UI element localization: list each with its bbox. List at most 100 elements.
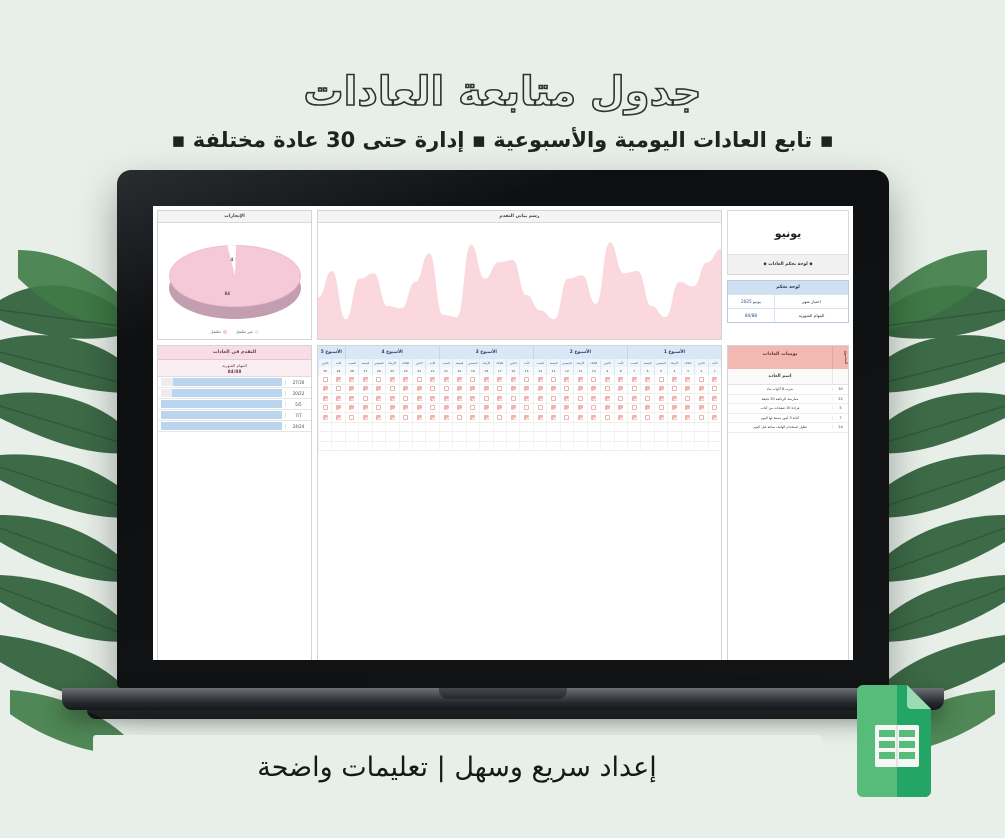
checkbox-empty-icon[interactable] [456, 414, 462, 420]
checkbox-empty-icon[interactable] [524, 405, 530, 411]
checkbox-checked-icon[interactable] [349, 405, 355, 411]
tracker-cell[interactable] [344, 375, 358, 384]
checkbox-checked-icon[interactable] [403, 405, 409, 411]
checkbox-checked-icon[interactable] [604, 376, 610, 382]
tracker-cell[interactable] [573, 384, 586, 393]
tracker-cell[interactable] [438, 403, 452, 412]
checkbox-empty-icon[interactable] [322, 376, 328, 382]
checkbox-empty-icon[interactable] [698, 376, 704, 382]
tracker-cell[interactable] [707, 384, 721, 393]
checkbox-checked-icon[interactable] [631, 414, 637, 420]
checkbox-empty-icon[interactable] [618, 395, 624, 401]
checkbox-checked-icon[interactable] [645, 405, 651, 411]
checkbox-checked-icon[interactable] [456, 376, 462, 382]
tracker-empty-cell[interactable] [398, 422, 412, 431]
tracker-empty-cell[interactable] [519, 441, 532, 450]
tracker-cell[interactable] [694, 413, 707, 422]
checkbox-checked-icon[interactable] [618, 376, 624, 382]
tracker-cell[interactable] [680, 384, 694, 393]
tracker-empty-cell[interactable] [317, 441, 331, 450]
control-value-month[interactable]: يونيو 2025 [741, 299, 761, 304]
tracker-cell[interactable] [613, 375, 627, 384]
checkbox-empty-icon[interactable] [604, 414, 610, 420]
tracker-cell[interactable] [492, 403, 506, 412]
checkbox-empty-icon[interactable] [685, 395, 691, 401]
checkbox-checked-icon[interactable] [362, 414, 368, 420]
tracker-empty-cell[interactable] [438, 432, 452, 441]
tracker-empty-cell[interactable] [653, 441, 667, 450]
checkbox-checked-icon[interactable] [618, 405, 624, 411]
tracker-empty-cell[interactable] [667, 432, 680, 441]
tracker-empty-cell[interactable] [559, 422, 573, 431]
checkbox-checked-icon[interactable] [497, 395, 503, 401]
checkbox-checked-icon[interactable] [698, 386, 704, 392]
tracker-cell[interactable] [506, 403, 519, 412]
checkbox-checked-icon[interactable] [537, 376, 543, 382]
tracker-empty-cell[interactable] [519, 432, 532, 441]
checkbox-checked-icon[interactable] [577, 405, 583, 411]
checkbox-checked-icon[interactable] [349, 386, 355, 392]
tracker-cell[interactable] [371, 394, 385, 403]
tracker-cell[interactable] [331, 403, 344, 412]
tracker-cell[interactable] [331, 413, 344, 422]
tracker-cell[interactable] [694, 384, 707, 393]
tracker-cell[interactable] [653, 394, 667, 403]
tracker-cell[interactable] [653, 384, 667, 393]
tracker-empty-cell[interactable] [438, 422, 452, 431]
tracker-empty-cell[interactable] [586, 422, 600, 431]
tracker-cell[interactable] [667, 384, 680, 393]
tracker-cell[interactable] [640, 384, 653, 393]
tracker-cell[interactable] [519, 384, 532, 393]
tracker-cell[interactable] [667, 375, 680, 384]
checkbox-checked-icon[interactable] [712, 376, 718, 382]
checkbox-empty-icon[interactable] [483, 395, 489, 401]
tracker-empty-cell[interactable] [317, 432, 331, 441]
checkbox-checked-icon[interactable] [336, 414, 342, 420]
tracker-cell[interactable] [707, 394, 721, 403]
checkbox-checked-icon[interactable] [443, 376, 449, 382]
checkbox-checked-icon[interactable] [524, 386, 530, 392]
checkbox-checked-icon[interactable] [430, 414, 436, 420]
checkbox-empty-icon[interactable] [551, 395, 557, 401]
tracker-empty-cell[interactable] [411, 441, 425, 450]
tracker-cell[interactable] [398, 384, 412, 393]
tracker-cell[interactable] [411, 375, 425, 384]
checkbox-checked-icon[interactable] [658, 414, 664, 420]
tracker-empty-cell[interactable] [680, 422, 694, 431]
tracker-cell[interactable] [613, 413, 627, 422]
tracker-empty-cell[interactable] [640, 441, 653, 450]
tracker-cell[interactable] [506, 375, 519, 384]
tracker-cell[interactable] [640, 394, 653, 403]
checkbox-empty-icon[interactable] [604, 386, 610, 392]
checkbox-checked-icon[interactable] [604, 405, 610, 411]
tracker-cell[interactable] [586, 375, 600, 384]
checkbox-checked-icon[interactable] [591, 414, 597, 420]
tracker-empty-cell[interactable] [694, 441, 707, 450]
tracker-cell[interactable] [331, 375, 344, 384]
checkbox-empty-icon[interactable] [403, 395, 409, 401]
tracker-cell[interactable] [371, 384, 385, 393]
tracker-cell[interactable] [465, 394, 479, 403]
tracker-cell[interactable] [331, 384, 344, 393]
checkbox-checked-icon[interactable] [443, 405, 449, 411]
tracker-cell[interactable] [506, 394, 519, 403]
habit-row[interactable]: 7 كتابة 3 أمور ممتنة لها اليوم [728, 414, 848, 424]
tracker-empty-cell[interactable] [411, 422, 425, 431]
tracker-empty-cell[interactable] [317, 422, 331, 431]
checkbox-empty-icon[interactable] [591, 376, 597, 382]
checkbox-checked-icon[interactable] [456, 386, 462, 392]
tracker-empty-cell[interactable] [371, 422, 385, 431]
tracker-cell[interactable] [573, 403, 586, 412]
tracker-cell[interactable] [452, 375, 465, 384]
habits-dashboard-button[interactable]: ◆ لوحة تحكم العادات ◆ [728, 255, 848, 274]
checkbox-checked-icon[interactable] [322, 386, 328, 392]
checkbox-checked-icon[interactable] [564, 395, 570, 401]
tracker-empty-cell[interactable] [653, 432, 667, 441]
checkbox-checked-icon[interactable] [577, 376, 583, 382]
tracker-cell[interactable] [680, 375, 694, 384]
checkbox-empty-icon[interactable] [658, 405, 664, 411]
checkbox-checked-icon[interactable] [456, 395, 462, 401]
checkbox-empty-icon[interactable] [403, 414, 409, 420]
checkbox-checked-icon[interactable] [604, 395, 610, 401]
checkbox-checked-icon[interactable] [577, 414, 583, 420]
